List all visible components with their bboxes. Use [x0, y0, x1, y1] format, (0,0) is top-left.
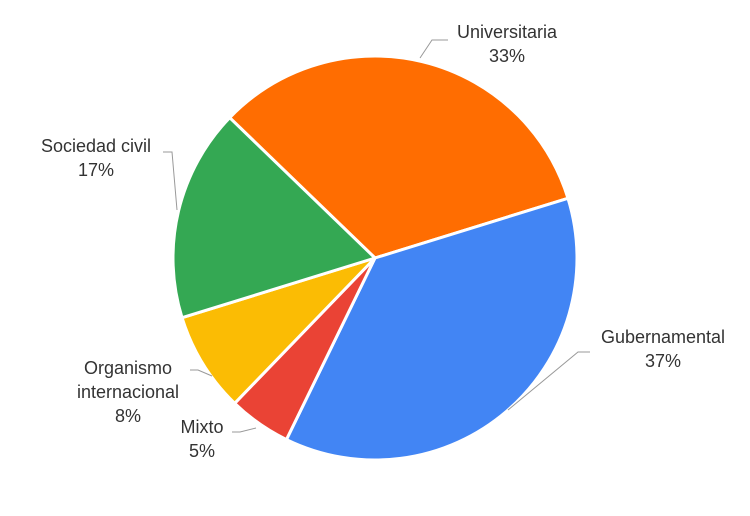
slice-value-label: 33% [488, 46, 526, 66]
slice-label: Mixto [180, 417, 224, 437]
slice-value-label: 5% [188, 441, 216, 461]
leader-line [507, 351, 590, 411]
pie-slice [228, 54, 570, 260]
leader-line [190, 369, 213, 377]
leader-line [163, 151, 178, 211]
slice-value-label: 8% [114, 406, 142, 426]
slice-value-label: 17% [77, 160, 115, 180]
pie-slice [171, 116, 377, 320]
slice-label: Universitaria [456, 22, 558, 42]
pie-slice [284, 196, 579, 462]
slice-label: Gubernamental [600, 327, 726, 347]
slice-value-label: 37% [644, 351, 682, 371]
leader-line [232, 427, 257, 433]
slice-label: Organismo internacional [76, 358, 180, 402]
leader-line [419, 39, 448, 59]
slice-label: Sociedad civil [40, 136, 152, 156]
pie-slice [180, 256, 377, 405]
